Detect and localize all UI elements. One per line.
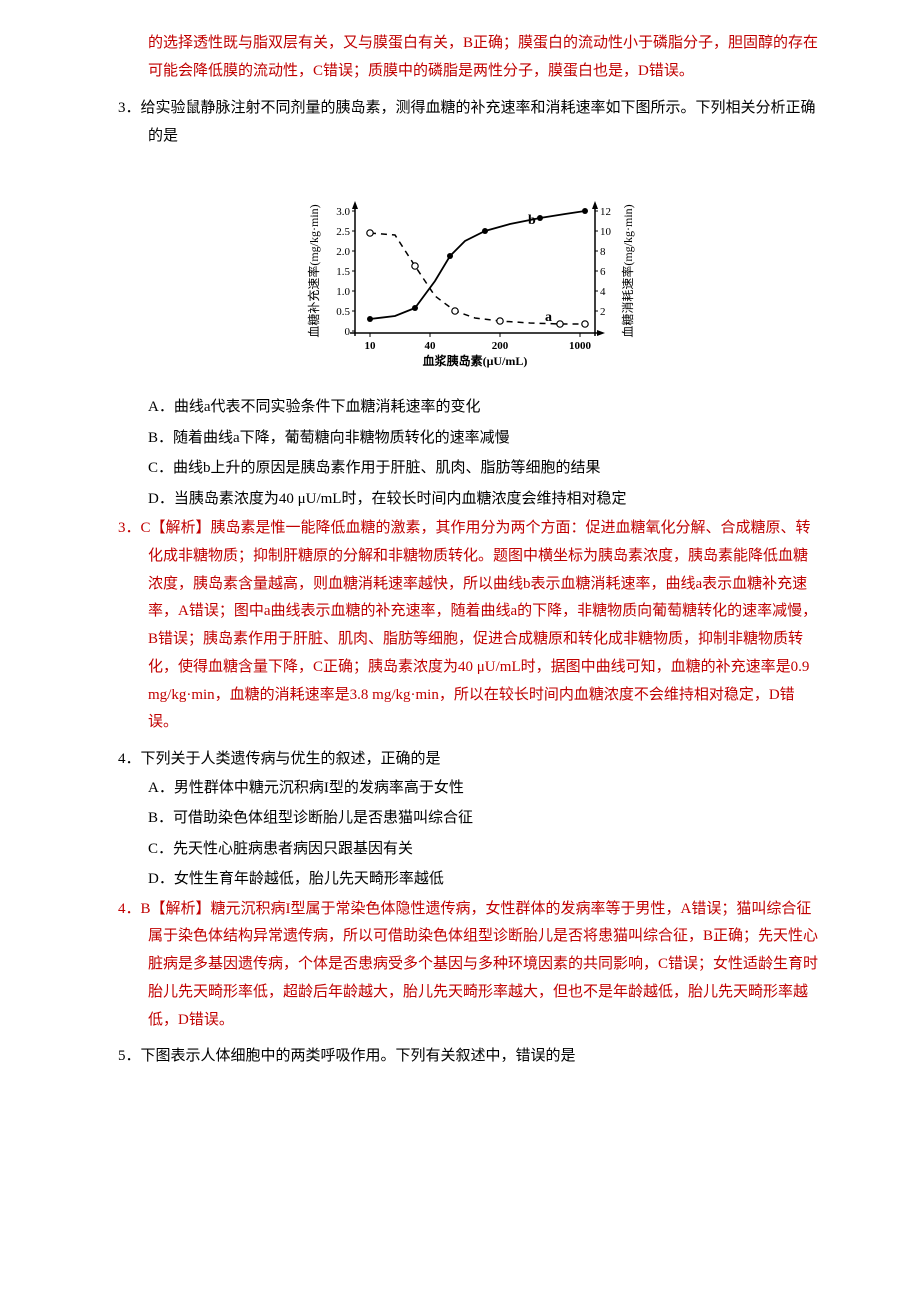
svg-text:2.0: 2.0 [336, 246, 350, 258]
q3-option-c: C．曲线b上升的原因是胰岛素作用于肝脏、肌肉、脂肪等细胞的结果 [118, 454, 822, 483]
q5-stem-text: 下图表示人体细胞中的两类呼吸作用。下列有关叙述中，错误的是 [141, 1048, 576, 1064]
svg-text:2.5: 2.5 [336, 226, 350, 238]
q3-chart: 0 0.5 1.0 1.5 2.0 2.5 3.0 2 4 6 8 10 12 10 40 200 1000… [118, 161, 822, 382]
q4-option-c: C．先天性心脏病患者病因只跟基因有关 [118, 835, 822, 864]
svg-text:10: 10 [365, 340, 377, 352]
q3-option-d: D．当胰岛素浓度为40 μU/mL时，在较长时间内血糖浓度会维持相对稳定 [118, 485, 822, 514]
svg-text:0: 0 [345, 326, 351, 338]
svg-text:3.0: 3.0 [336, 206, 350, 218]
svg-text:1000: 1000 [569, 340, 592, 352]
svg-text:40: 40 [425, 340, 437, 352]
q4-option-d: D．女性生育年龄越低，胎儿先天畸形率越低 [118, 865, 822, 894]
svg-text:血浆胰岛素(μU/mL): 血浆胰岛素(μU/mL) [423, 353, 528, 368]
q3-stem-text: 给实验鼠静脉注射不同剂量的胰岛素，测得血糖的补充速率和消耗速率如下图所示。下列相… [141, 100, 816, 145]
q3-answer: 3．C【解析】胰岛素是惟一能降低血糖的激素，其作用分为两个方面：促进血糖氧化分解… [118, 515, 822, 737]
svg-text:12: 12 [600, 206, 611, 218]
q3-option-a: A．曲线a代表不同实验条件下血糖消耗速率的变化 [118, 393, 822, 422]
svg-text:1.5: 1.5 [336, 266, 350, 278]
svg-text:2: 2 [600, 306, 606, 318]
q3-option-b: B．随着曲线a下降，葡萄糖向非糖物质转化的速率减慢 [118, 424, 822, 453]
svg-text:200: 200 [492, 340, 509, 352]
svg-text:1.0: 1.0 [336, 286, 350, 298]
q3-stem: 3．给实验鼠静脉注射不同剂量的胰岛素，测得血糖的补充速率和消耗速率如下图所示。下… [118, 94, 822, 151]
q3-answer-text: 胰岛素是惟一能降低血糖的激素，其作用分为两个方面：促进血糖氧化分解、合成糖原、转… [148, 520, 817, 730]
svg-text:4: 4 [600, 286, 606, 298]
q4-answer: 4．B【解析】糖元沉积病I型属于常染色体隐性遗传病，女性群体的发病率等于男性，A… [118, 896, 822, 1035]
q3-number: 3． [118, 100, 141, 116]
q3-chart-svg: 0 0.5 1.0 1.5 2.0 2.5 3.0 2 4 6 8 10 12 10 40 200 1000… [300, 161, 640, 371]
q4-stem-text: 下列关于人类遗传病与优生的叙述，正确的是 [141, 751, 441, 767]
q5-number: 5． [118, 1048, 141, 1064]
q4-option-b: B．可借助染色体组型诊断胎儿是否患猫叫综合征 [118, 804, 822, 833]
svg-text:血糖消耗速率(mg/kg·min): 血糖消耗速率(mg/kg·min) [620, 204, 635, 337]
q5-stem: 5．下图表示人体细胞中的两类呼吸作用。下列有关叙述中，错误的是 [118, 1042, 822, 1071]
q4-answer-lead: 4．B【解析】 [118, 901, 211, 917]
q4-stem: 4．下列关于人类遗传病与优生的叙述，正确的是 [118, 745, 822, 774]
svg-text:8: 8 [600, 246, 606, 258]
svg-text:10: 10 [600, 226, 612, 238]
q2-answer-fragment: 的选择透性既与脂双层有关，又与膜蛋白有关，B正确；膜蛋白的流动性小于磷脂分子，胆… [118, 30, 822, 86]
q4-answer-text: 糖元沉积病I型属于常染色体隐性遗传病，女性群体的发病率等于男性，A错误；猫叫综合… [148, 901, 818, 1028]
svg-text:0.5: 0.5 [336, 306, 350, 318]
q4-number: 4． [118, 751, 141, 767]
svg-text:血糖补充速率(mg/kg·min): 血糖补充速率(mg/kg·min) [306, 204, 321, 337]
q3-answer-lead: 3．C【解析】 [118, 520, 211, 536]
q4-option-a: A．男性群体中糖元沉积病I型的发病率高于女性 [118, 774, 822, 803]
svg-text:b: b [528, 213, 536, 228]
svg-text:6: 6 [600, 266, 606, 278]
svg-text:a: a [545, 310, 552, 325]
